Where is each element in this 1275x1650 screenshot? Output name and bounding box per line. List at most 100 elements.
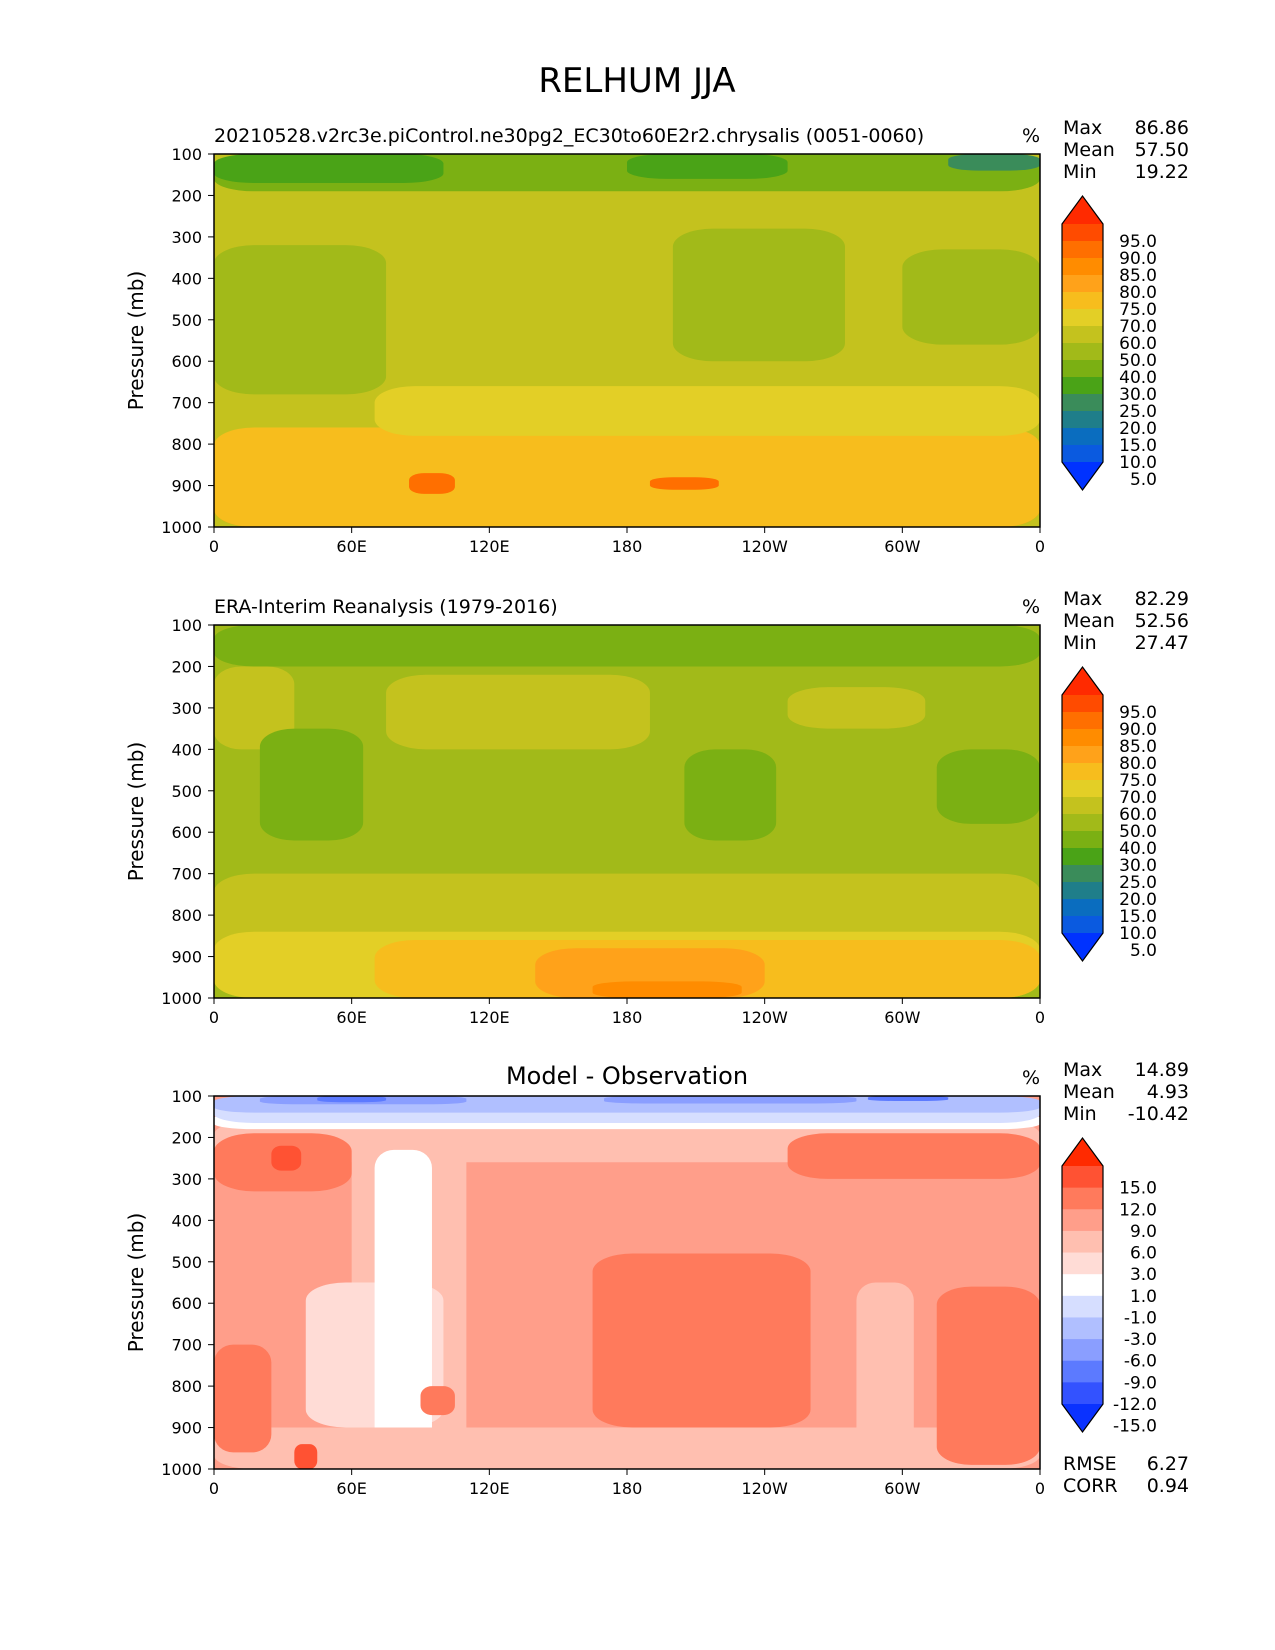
x-tick-label: 0 xyxy=(209,1008,219,1027)
chart-panel: 100 200 300 400 500 600 700 800 900 1000 0 60E 120E 1… xyxy=(124,117,1189,556)
colorbar-lower-extend xyxy=(1062,1404,1103,1432)
colorbar-label: 85.0 xyxy=(1119,266,1157,286)
panel-title: Model - Observation xyxy=(506,1062,748,1090)
panel-title: ERA-Interim Reanalysis (1979-2016) xyxy=(214,596,558,618)
contour-field xyxy=(214,154,1040,527)
contour-region xyxy=(936,1286,1040,1465)
y-axis-label: Pressure (mb) xyxy=(124,271,148,411)
colorbar-band xyxy=(1062,814,1103,832)
contour-region xyxy=(374,386,1040,436)
colorbar-label: 25.0 xyxy=(1119,873,1157,893)
contour-region xyxy=(787,687,926,729)
y-tick-label: 900 xyxy=(171,1419,202,1438)
colorbar-label: 40.0 xyxy=(1119,839,1157,859)
stat-label: Max xyxy=(1063,117,1102,139)
colorbar-label: -15.0 xyxy=(1113,1417,1157,1437)
y-tick-label: 200 xyxy=(171,186,202,205)
x-tick-label: 60E xyxy=(336,1479,366,1498)
units-label: % xyxy=(1022,596,1040,618)
y-tick-label: 500 xyxy=(171,782,202,801)
colorbar-upper-extend xyxy=(1062,1138,1103,1166)
stat-label: Mean xyxy=(1063,1081,1115,1103)
colorbar-band xyxy=(1062,309,1103,327)
metric-value: 0.94 xyxy=(1147,1475,1189,1497)
figure-title: RELHUM JJA xyxy=(538,61,735,101)
colorbar-label: 25.0 xyxy=(1119,402,1157,422)
colorbar-label: 30.0 xyxy=(1119,856,1157,876)
y-tick-label: 800 xyxy=(171,1377,202,1396)
colorbar-label: 90.0 xyxy=(1119,249,1157,269)
contour-region xyxy=(902,249,1040,345)
contour-region xyxy=(214,427,1040,527)
contour-region xyxy=(604,1096,857,1104)
colorbar-upper-extend xyxy=(1062,196,1103,224)
y-tick-label: 900 xyxy=(171,948,202,967)
colorbar-band xyxy=(1062,360,1103,378)
colorbar-band xyxy=(1062,1295,1103,1318)
stat-label: Mean xyxy=(1063,139,1115,161)
colorbar-outline xyxy=(1061,665,1104,963)
colorbar-label: 6.0 xyxy=(1130,1244,1157,1264)
panel-title: 20210528.v2rc3e.piControl.ne30pg2_EC30to… xyxy=(214,125,924,147)
colorbar-label: 95.0 xyxy=(1119,703,1157,723)
stat-value: 86.86 xyxy=(1135,117,1189,139)
colorbar-band xyxy=(1062,1252,1103,1275)
colorbar-label: 10.0 xyxy=(1119,924,1157,944)
stat-label: Min xyxy=(1063,1103,1097,1125)
contour-region xyxy=(627,154,788,179)
colorbar-band xyxy=(1062,780,1103,798)
colorbar-band xyxy=(1062,746,1103,764)
stat-value: 52.56 xyxy=(1135,610,1189,632)
x-tick-label: 60E xyxy=(336,537,366,556)
x-tick-label: 60W xyxy=(884,1008,920,1027)
x-tick-label: 120E xyxy=(469,1479,510,1498)
stat-label: Mean xyxy=(1063,610,1115,632)
stat-value: 19.22 xyxy=(1135,161,1189,183)
colorbar-band xyxy=(1062,1230,1103,1254)
colorbar-band xyxy=(1062,377,1103,395)
units-label: % xyxy=(1022,125,1040,147)
y-tick-label: 1000 xyxy=(161,989,202,1008)
y-tick-label: 400 xyxy=(171,740,202,759)
stat-label: Max xyxy=(1063,1059,1102,1081)
chart-panel: 100 200 300 400 500 600 700 800 900 1000 0 60E 120E 1… xyxy=(124,588,1189,1027)
contour-region xyxy=(214,154,444,184)
colorbar-label: 10.0 xyxy=(1119,453,1157,473)
x-tick-label: 0 xyxy=(1035,537,1045,556)
y-tick-label: 700 xyxy=(171,1336,202,1355)
colorbar-band xyxy=(1062,224,1103,242)
x-tick-label: 120W xyxy=(741,537,788,556)
y-tick-label: 100 xyxy=(171,145,202,164)
y-tick-label: 200 xyxy=(171,1128,202,1147)
colorbar-label: 40.0 xyxy=(1119,368,1157,388)
x-tick-label: 120E xyxy=(469,537,510,556)
colorbar-label: 15.0 xyxy=(1119,907,1157,927)
colorbar-label: -1.0 xyxy=(1124,1308,1157,1328)
stat-value: 14.89 xyxy=(1135,1059,1189,1081)
colorbar-label: 60.0 xyxy=(1119,334,1157,354)
y-tick-label: 600 xyxy=(171,352,202,371)
x-tick-label: 60W xyxy=(884,1479,920,1498)
contour-region xyxy=(259,728,364,841)
y-tick-label: 400 xyxy=(171,269,202,288)
contour-region xyxy=(856,1282,914,1469)
contour-region xyxy=(592,1253,811,1428)
colorbar-band xyxy=(1062,326,1103,344)
colorbar-label: 80.0 xyxy=(1119,754,1157,774)
x-tick-label: 180 xyxy=(612,1008,643,1027)
y-tick-label: 700 xyxy=(171,394,202,413)
y-tick-label: 400 xyxy=(171,1211,202,1230)
colorbar-label: -3.0 xyxy=(1124,1330,1157,1350)
contour-region xyxy=(948,154,1040,171)
colorbar-band xyxy=(1062,1339,1103,1362)
y-axis-label: Pressure (mb) xyxy=(124,742,148,882)
stat-value: 27.47 xyxy=(1135,632,1189,654)
chart-panel: 100 200 300 400 500 600 700 800 900 1000 0 60E 120E 1… xyxy=(124,1059,1189,1498)
x-tick-label: 120E xyxy=(469,1008,510,1027)
colorbar-label: 70.0 xyxy=(1119,317,1157,337)
colorbar-band xyxy=(1062,411,1103,429)
colorbar-band xyxy=(1062,729,1103,747)
y-tick-label: 1000 xyxy=(161,518,202,537)
contour-region xyxy=(271,1145,302,1171)
